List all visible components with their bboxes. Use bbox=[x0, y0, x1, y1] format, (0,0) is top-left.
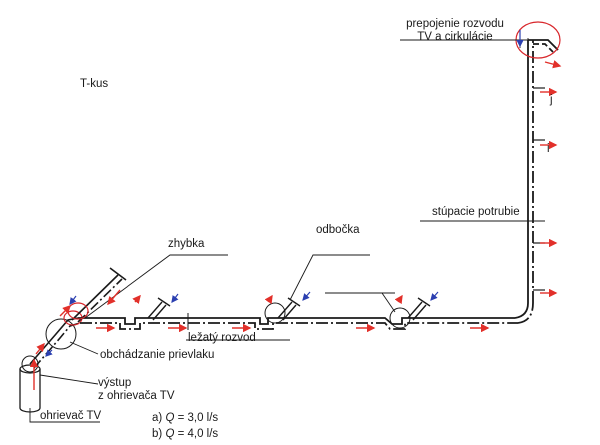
label-t-kus: T-kus bbox=[80, 78, 109, 90]
label-sag: zhybka bbox=[168, 238, 205, 250]
label-riser: stúpacie potrubie bbox=[432, 206, 520, 218]
branch-stubs bbox=[147, 297, 431, 321]
label-j: j bbox=[550, 94, 553, 106]
leader-lines bbox=[29, 38, 545, 423]
flow-rate-a-symbol: Q bbox=[165, 412, 175, 424]
riser-branches bbox=[533, 87, 545, 291]
label-connection: prepojenie rozvodu TV a cirkulácie bbox=[397, 18, 513, 44]
flow-rate-b-value: = 4,0 l/s bbox=[177, 428, 219, 440]
label-branch: odbočka bbox=[316, 224, 360, 236]
horizontal-distribution bbox=[78, 317, 518, 330]
flow-rate-b: b) Q = 4,0 l/s bbox=[152, 428, 218, 441]
label-connection-line1: prepojenie rozvodu bbox=[406, 18, 504, 30]
label-outlet: výstup z ohrievača TV bbox=[98, 377, 175, 403]
label-beam-bypass: obchádzanie prievlaku bbox=[100, 349, 215, 361]
label-horizontal-distribution: ležatý rozvod bbox=[188, 332, 256, 344]
branch-circle-2 bbox=[389, 307, 411, 329]
riser-pipe bbox=[527, 39, 559, 303]
sag-branch bbox=[71, 267, 127, 323]
flow-rate-b-prefix: b) bbox=[152, 428, 163, 440]
flow-rate-a-value: = 3,0 l/s bbox=[177, 412, 219, 424]
flow-rate-a-prefix: a) bbox=[152, 412, 163, 424]
label-connection-line2: TV a cirkulácie bbox=[417, 31, 493, 43]
riser-elbow bbox=[514, 302, 534, 324]
flow-arrows bbox=[29, 60, 562, 390]
label-outlet-line1: výstup bbox=[98, 377, 132, 389]
flow-rate-b-symbol: Q bbox=[165, 428, 175, 440]
flow-rate-a: a) Q = 3,0 l/s bbox=[152, 412, 218, 425]
branch-circle-1 bbox=[264, 302, 286, 324]
label-i: i bbox=[547, 143, 550, 155]
circulation-arrows bbox=[45, 30, 524, 357]
beam-bypass-circle bbox=[45, 318, 77, 350]
label-outlet-line2: z ohrievača TV bbox=[98, 390, 175, 402]
label-heater: ohrievač TV bbox=[40, 410, 102, 422]
